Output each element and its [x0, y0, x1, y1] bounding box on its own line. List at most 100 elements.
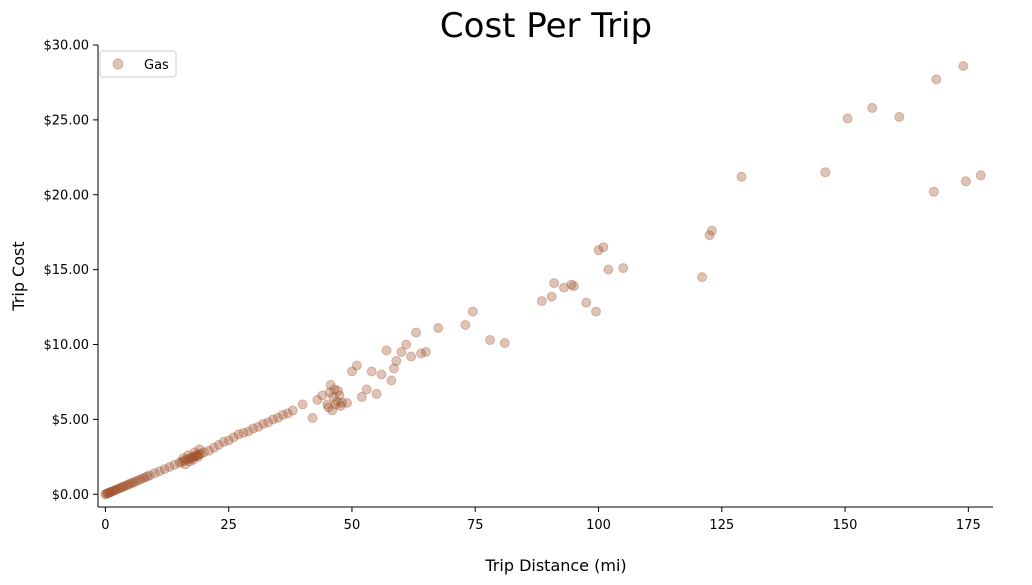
y-axis-ticks: $0.00 $5.00 $10.00 $15.00 $20.00 $25.00 $30.00: [44, 39, 98, 503]
y-tick-label: $25.00: [44, 113, 90, 128]
scatter-point: [351, 360, 362, 371]
scatter-point: [194, 444, 205, 455]
scatter-point: [233, 429, 244, 440]
scatter-point: [105, 487, 116, 498]
scatter-point: [120, 480, 131, 491]
scatter-point: [342, 397, 352, 408]
scatter-point: [312, 394, 323, 405]
scatter-point: [208, 442, 219, 453]
scatter-point: [101, 488, 112, 499]
scatter-point: [122, 480, 133, 491]
scatter-point: [329, 384, 340, 395]
scatter-point: [559, 282, 569, 293]
y-tick-label: $5.00: [52, 413, 89, 428]
scatter-point: [116, 482, 127, 493]
scatter-point: [190, 450, 201, 461]
scatter-point: [126, 478, 136, 489]
scatter-point: [103, 488, 114, 499]
scatter-point: [118, 481, 129, 492]
scatter-point: [104, 487, 115, 498]
scatter-point: [142, 471, 153, 482]
scatter-point: [598, 242, 609, 253]
scatter-point: [322, 399, 333, 410]
scatter-point: [333, 385, 344, 396]
scatter-point: [115, 483, 126, 493]
scatter-point: [958, 61, 969, 71]
scatter-point: [396, 347, 407, 357]
scatter-point: [460, 320, 471, 330]
scatter-point: [820, 167, 831, 178]
scatter-point: [381, 345, 392, 356]
legend-marker-gas: [112, 58, 124, 70]
scatter-point: [109, 485, 120, 496]
y-tick-label: $30.00: [44, 39, 90, 54]
scatter-point: [181, 454, 192, 465]
legend: Gas: [99, 50, 177, 78]
scatter-point: [188, 454, 199, 465]
scatter-point: [263, 417, 274, 428]
scatter-point: [194, 449, 205, 460]
x-axis-ticks: 0 25 50 75 100 125 150 175: [101, 507, 981, 533]
scatter-point: [130, 476, 140, 487]
scatter-point: [149, 468, 160, 479]
scatter-point: [401, 339, 412, 350]
scatter-point: [134, 474, 145, 485]
scatter-point: [110, 485, 121, 496]
scatter-point: [371, 388, 382, 399]
scatter-point: [467, 306, 478, 317]
scatter-point: [218, 436, 229, 447]
scatter-point: [499, 338, 510, 348]
scatter-point: [111, 484, 122, 495]
scatter-point: [334, 390, 345, 401]
axes: [97, 45, 993, 508]
scatter-point: [593, 245, 604, 256]
scatter-point: [325, 379, 336, 390]
scatter-point: [183, 450, 194, 461]
scatter-point: [124, 479, 135, 490]
y-tick-label: $20.00: [44, 188, 90, 203]
scatter-point: [581, 297, 592, 308]
scatter-point: [388, 363, 399, 374]
scatter-point: [185, 453, 196, 463]
y-tick-label: $0.00: [52, 488, 89, 503]
scatter-point: [277, 409, 288, 420]
scatter-point: [287, 405, 298, 416]
scatter-point: [330, 399, 341, 410]
y-axis-label: Trip Cost: [9, 241, 28, 311]
scatter-point: [238, 427, 249, 438]
scatter-point: [568, 281, 579, 292]
scatter-point: [975, 170, 986, 181]
scatter-point: [603, 264, 614, 275]
scatter-point: [189, 451, 200, 462]
scatter-point: [107, 486, 118, 497]
scatter-point: [268, 414, 279, 425]
scatter-point: [243, 426, 254, 437]
scatter-point: [328, 391, 339, 402]
scatter-point: [179, 455, 190, 466]
scatter-point: [327, 405, 338, 416]
scatter-point: [591, 306, 601, 317]
scatter-point: [324, 387, 335, 398]
scatter-point: [332, 396, 343, 407]
scatter-point: [113, 483, 124, 494]
scatter-point: [164, 462, 175, 472]
scatter-point: [697, 272, 708, 283]
legend-box: [99, 50, 177, 78]
x-tick-label: 75: [467, 518, 484, 533]
scatter-point: [248, 423, 259, 434]
scatter-point: [335, 400, 346, 411]
scatter-point: [337, 397, 348, 408]
scatter-point: [154, 466, 165, 477]
scatter-point: [193, 451, 204, 462]
scatter-point: [307, 412, 318, 423]
scatter-point: [180, 459, 191, 470]
scatter-point: [144, 470, 155, 481]
scatter-point: [894, 111, 905, 122]
scatter-point: [618, 263, 629, 274]
scatter-point: [366, 366, 377, 377]
scatter-point: [361, 384, 372, 395]
scatter-point: [566, 279, 577, 290]
scatter-point: [223, 435, 234, 446]
scatter-point: [485, 335, 495, 345]
